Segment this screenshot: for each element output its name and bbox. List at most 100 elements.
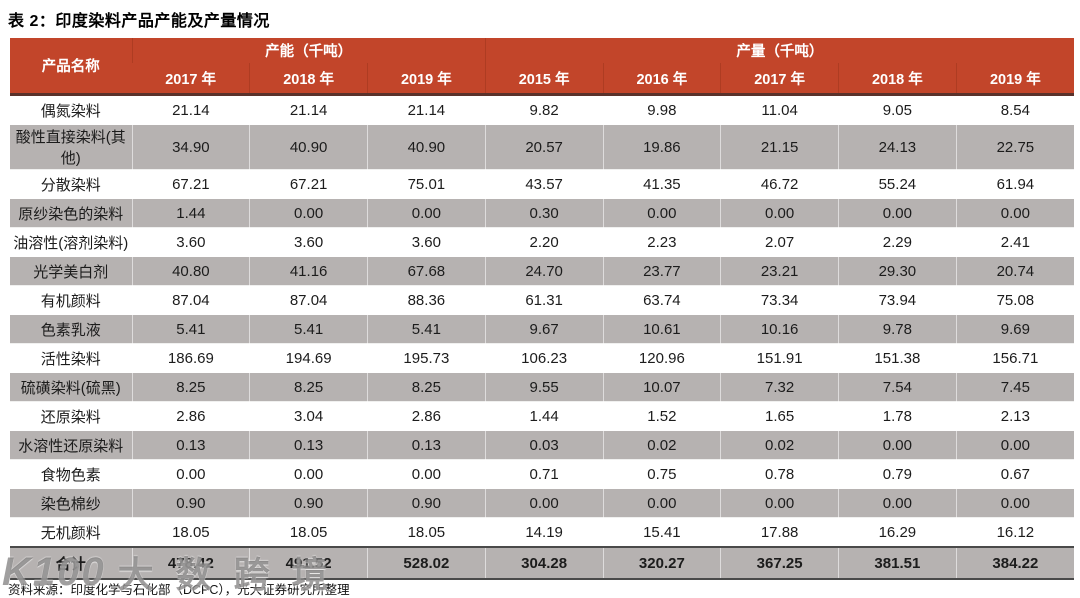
value-cell: 0.00 [838,430,957,460]
product-name-cell: 光学美白剂 [10,256,133,286]
table-row: 酸性直接染料(其他) 34.90 40.90 40.90 20.57 19.86 21.15… [10,124,1074,170]
value-cell: 0.90 [367,488,486,518]
product-name-cell: 活性染料 [10,343,133,373]
value-cell: 304.28 [485,546,604,580]
value-cell: 24.70 [485,256,604,286]
value-cell: 9.55 [485,372,604,402]
value-cell: 0.00 [367,459,486,489]
value-cell: 367.25 [720,546,839,580]
value-cell: 40.90 [367,124,486,170]
value-cell: 0.02 [720,430,839,460]
product-name-cell: 酸性直接染料(其他) [10,124,133,170]
value-cell: 7.54 [838,372,957,402]
value-cell: 9.78 [838,314,957,344]
value-cell: 0.71 [485,459,604,489]
value-cell: 0.75 [603,459,722,489]
value-cell: 21.14 [367,94,486,125]
value-cell: 2.23 [603,227,722,257]
value-cell: 106.23 [485,343,604,373]
value-cell: 0.79 [838,459,957,489]
value-cell: 2.13 [956,401,1074,431]
table-row: 原纱染色的染料 1.44 0.00 0.00 0.30 0.00 0.00 0.00 0.00 [10,198,1074,228]
value-cell: 29.30 [838,256,957,286]
value-cell: 18.05 [249,517,368,548]
table-row: 合计 478.42 491.52 528.02 304.28 320.27 367.25 38… [10,546,1074,580]
value-cell: 9.05 [838,94,957,125]
year-header: 2019 年 [955,63,1074,95]
value-cell: 3.60 [132,227,251,257]
value-cell: 40.90 [249,124,368,170]
value-cell: 384.22 [956,546,1074,580]
value-cell: 7.45 [956,372,1074,402]
value-cell: 2.41 [956,227,1074,257]
value-cell: 478.42 [132,546,251,580]
value-cell: 2.86 [367,401,486,431]
value-cell: 2.86 [132,401,251,431]
year-header: 2016 年 [602,63,721,95]
value-cell: 10.07 [603,372,722,402]
value-cell: 194.69 [249,343,368,373]
product-name-cell: 有机颜料 [10,285,133,315]
table-row: 油溶性(溶剂染料) 3.60 3.60 3.60 2.20 2.23 2.07 2.29 2.4… [10,227,1074,257]
value-cell: 2.20 [485,227,604,257]
value-cell: 2.07 [720,227,839,257]
value-cell: 20.74 [956,256,1074,286]
value-cell: 14.19 [485,517,604,548]
value-cell: 87.04 [132,285,251,315]
table-row: 食物色素 0.00 0.00 0.00 0.71 0.75 0.78 0.79 0.67 [10,459,1074,489]
year-header: 2018 年 [249,63,368,95]
product-name-cell: 合计 [10,546,133,580]
value-cell: 41.16 [249,256,368,286]
year-header: 2019 年 [367,63,486,95]
value-cell: 61.94 [956,169,1074,199]
value-cell: 22.75 [956,124,1074,170]
value-cell: 1.65 [720,401,839,431]
value-cell: 9.98 [603,94,722,125]
value-cell: 73.34 [720,285,839,315]
table-row: 分散染料 67.21 67.21 75.01 43.57 41.35 46.72 55.24 6… [10,169,1074,199]
table-row: 色素乳液 5.41 5.41 5.41 9.67 10.61 10.16 9.78 9.69 [10,314,1074,344]
value-cell: 20.57 [485,124,604,170]
table-body: 偶氮染料 21.14 21.14 21.14 9.82 9.98 11.04 9.05 8.54… [10,94,1074,580]
value-cell: 5.41 [132,314,251,344]
value-cell: 8.25 [367,372,486,402]
value-cell: 0.30 [485,198,604,228]
header-year-row: 2017 年 2018 年 2019 年 2015 年 2016 年 2017 … [10,63,1074,95]
value-cell: 0.67 [956,459,1074,489]
value-cell: 67.21 [249,169,368,199]
value-cell: 87.04 [249,285,368,315]
value-cell: 43.57 [485,169,604,199]
table-title: 表 2：印度染料产品产能及产量情况 [8,13,270,30]
capacity-group-header: 产能（千吨） [131,38,486,63]
product-name-cell: 还原染料 [10,401,133,431]
value-cell: 75.08 [956,285,1074,315]
product-name-cell: 无机颜料 [10,517,133,548]
value-cell: 1.78 [838,401,957,431]
value-cell: 7.32 [720,372,839,402]
value-cell: 0.03 [485,430,604,460]
table-row: 偶氮染料 21.14 21.14 21.14 9.82 9.98 11.04 9.05 8.54 [10,94,1074,125]
value-cell: 120.96 [603,343,722,373]
value-cell: 1.44 [485,401,604,431]
table-row: 光学美白剂 40.80 41.16 67.68 24.70 23.77 23.21 29.30… [10,256,1074,286]
value-cell: 151.91 [720,343,839,373]
value-cell: 381.51 [838,546,957,580]
value-cell: 63.74 [603,285,722,315]
value-cell: 10.61 [603,314,722,344]
year-header: 2017 年 [132,63,250,95]
product-name-cell: 色素乳液 [10,314,133,344]
value-cell: 491.52 [249,546,368,580]
value-cell: 0.00 [956,198,1074,228]
value-cell: 17.88 [720,517,839,548]
value-cell: 61.31 [485,285,604,315]
value-cell: 23.21 [720,256,839,286]
value-cell: 3.04 [249,401,368,431]
product-name-cell: 硫磺染料(硫黑) [10,372,133,402]
table-row: 有机颜料 87.04 87.04 88.36 61.31 63.74 73.34 73.94 7… [10,285,1074,315]
product-name-header: 产品名称 [10,38,132,95]
year-header: 2018 年 [838,63,957,95]
value-cell: 0.00 [956,488,1074,518]
value-cell: 151.38 [838,343,957,373]
value-cell: 0.00 [367,198,486,228]
value-cell: 8.25 [249,372,368,402]
